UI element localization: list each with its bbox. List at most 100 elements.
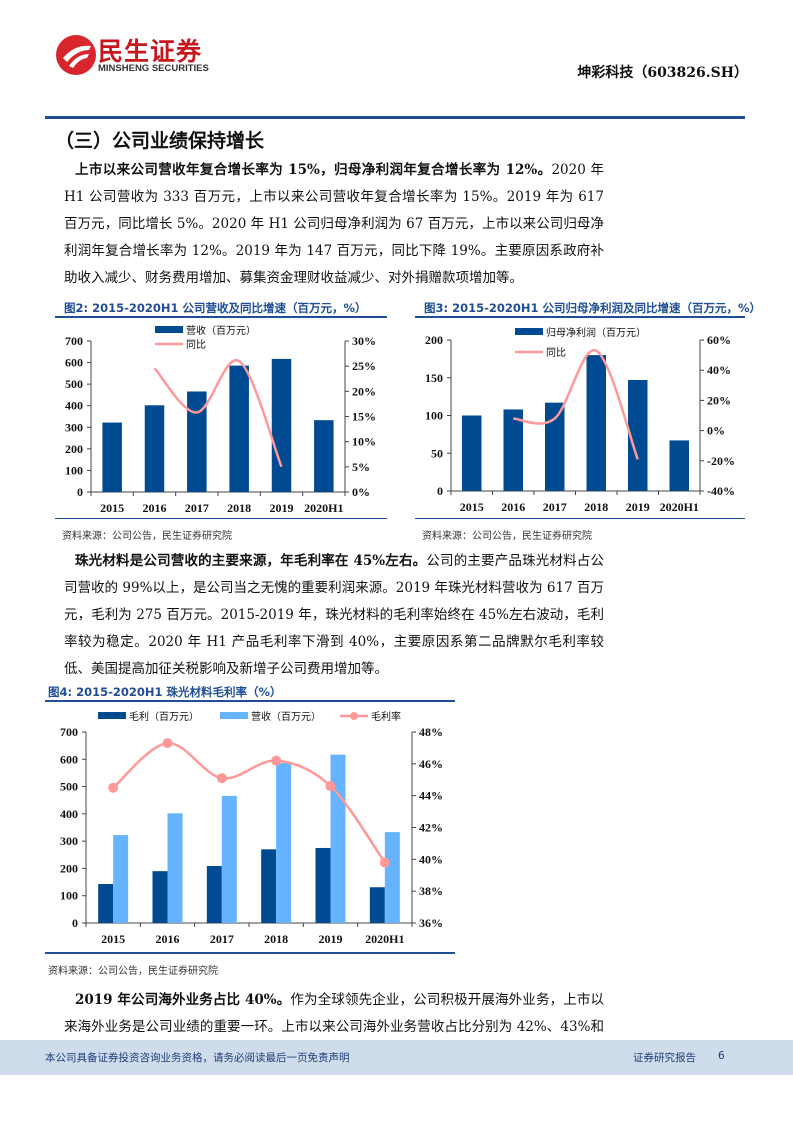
right-tick-label: 40% [419, 852, 443, 866]
x-tick-label: 2017 [210, 932, 234, 946]
bar-2019 [271, 358, 292, 492]
left-tick-label: 0 [437, 484, 443, 498]
left-tick-label: 400 [65, 399, 83, 413]
right-tick-label: 20% [352, 384, 376, 398]
figure2-title: 图2: 2015-2020H1 公司营收及同比增速（百万元，%） [64, 301, 367, 315]
x-tick-label: 2019 [319, 932, 343, 946]
left-tick-label: 700 [60, 725, 78, 739]
figure3-source: 资料来源：公司公告，民生证券研究院 [422, 531, 592, 542]
figure2-bottom-divider [55, 518, 387, 519]
paragraph-growth: 上市以来公司营收年复合增长率为 15%，归母净利润年复合增长率为 12%。202… [64, 157, 604, 292]
left-tick-label: 200 [65, 442, 83, 456]
bar-2019 [330, 754, 346, 923]
legend-swatch [515, 328, 543, 335]
footer-report-type: 证券研究报告 [633, 1052, 696, 1064]
right-tick-label: 46% [419, 757, 443, 771]
x-tick-label: 2015 [100, 501, 124, 515]
x-tick-label: 2019 [626, 500, 650, 514]
bar-2016 [144, 405, 165, 492]
paragraph-lead: 上市以来公司营收年复合增长率为 15%，归母净利润年复合增长率为 12%。 [75, 162, 552, 178]
left-tick-label: 200 [60, 861, 78, 875]
x-tick-label: 2016 [143, 501, 167, 515]
right-tick-label: 44% [419, 789, 443, 803]
legend-swatch [155, 326, 183, 333]
company-ticker: 坤彩科技（603826.SH） [577, 65, 748, 81]
legend-swatch [220, 712, 248, 719]
figure4-divider [45, 700, 455, 702]
x-tick-label: 2017 [185, 501, 209, 515]
right-tick-label: 36% [419, 916, 443, 930]
minsheng-logo-icon [56, 35, 96, 75]
right-tick-label: 20% [707, 393, 731, 407]
bar-2015 [462, 415, 482, 491]
left-tick-label: 500 [60, 780, 78, 794]
line-marker [271, 755, 282, 766]
x-tick-label: 2019 [270, 501, 294, 515]
figure4-source: 资料来源：公司公告，民生证券研究院 [48, 966, 218, 977]
figure2-chart: 0 100 200 300 400 500 600 700 0% 5% 10% 15% 20% 25% 30… [65, 324, 376, 515]
right-tick-label: 15% [352, 410, 376, 424]
x-tick-label: 2020H1 [660, 500, 699, 514]
line-marker [108, 782, 119, 793]
figure4-bottom-divider [45, 952, 455, 954]
bar-2017 [221, 795, 237, 923]
left-tick-label: 150 [425, 371, 443, 385]
paragraph-lead: 珠光材料是公司营收的主要来源，年毛利率在 45%左右。 [75, 553, 427, 569]
bar-2020H1 [314, 420, 334, 492]
x-tick-label: 2017 [543, 500, 567, 514]
line-marker [216, 773, 227, 784]
paragraph-lead: 2019 年公司海外业务占比 40%。 [75, 992, 291, 1008]
legend-marker [350, 712, 358, 720]
legend-label: 归母净利润（百万元） [546, 326, 646, 339]
figure2-source: 资料来源：公司公告，民生证券研究院 [62, 531, 232, 542]
bar-2016 [167, 813, 183, 923]
bar-2017 [187, 391, 207, 492]
left-tick-label: 300 [65, 420, 83, 434]
x-tick-label: 2015 [460, 500, 484, 514]
legend-label: 同比 [546, 347, 566, 359]
figure2-divider [55, 316, 387, 318]
x-tick-label: 2016 [501, 500, 525, 514]
line-series [153, 359, 283, 468]
bar-2018 [586, 355, 606, 491]
x-tick-label: 2018 [584, 500, 608, 514]
right-tick-label: 38% [419, 884, 443, 898]
legend-label: 营收（百万元） [186, 324, 256, 337]
bar-2020H1 [369, 887, 385, 923]
bar-2019 [315, 847, 331, 923]
bar-2017 [545, 402, 565, 491]
legend-label: 营收（百万元） [251, 710, 321, 723]
legend-label: 毛利（百万元） [129, 711, 199, 723]
left-tick-label: 100 [425, 409, 443, 423]
footer-disclaimer: 本公司具备证券投资咨询业务资格，请务必阅读最后一页免责声明 [45, 1052, 350, 1064]
right-tick-label: 30% [352, 334, 376, 348]
page-number: 6 [718, 1050, 725, 1062]
left-tick-label: 600 [65, 356, 83, 370]
bar-2020H1 [384, 832, 400, 923]
x-tick-label: 2020H1 [304, 501, 343, 515]
right-tick-label: 48% [419, 725, 443, 739]
line-series [112, 741, 386, 864]
right-tick-label: 25% [352, 359, 376, 373]
logo-name: 民生证券 [98, 37, 203, 66]
right-tick-label: 40% [707, 363, 731, 377]
header-divider [45, 116, 745, 119]
left-tick-label: 600 [60, 752, 78, 766]
bar-2015 [102, 422, 122, 492]
bar-2017 [206, 865, 222, 923]
figure3-chart: 0 50 100 150 200 -40% -20% 0% 20% 40% 60% 2015 2016 2… [425, 326, 735, 514]
x-tick-label: 2015 [101, 932, 125, 946]
line-marker [325, 781, 336, 792]
right-tick-label: -20% [707, 454, 735, 468]
left-tick-label: 0 [72, 916, 78, 930]
x-tick-label: 2020H1 [365, 932, 404, 946]
paragraph-pearl-material: 珠光材料是公司营收的主要来源，年毛利率在 45%左右。公司的主要产品珠光材料占公… [64, 548, 604, 683]
left-tick-label: 100 [60, 889, 78, 903]
line-marker [379, 857, 390, 868]
bar-2018 [229, 365, 249, 492]
left-tick-label: 0 [77, 485, 83, 499]
page-footer: 本公司具备证券投资咨询业务资格，请务必阅读最后一页免责声明 证券研究报告 6 [0, 1040, 793, 1075]
section-title: （三）公司业绩保持增长 [55, 130, 265, 152]
right-tick-label: 0% [707, 424, 725, 438]
